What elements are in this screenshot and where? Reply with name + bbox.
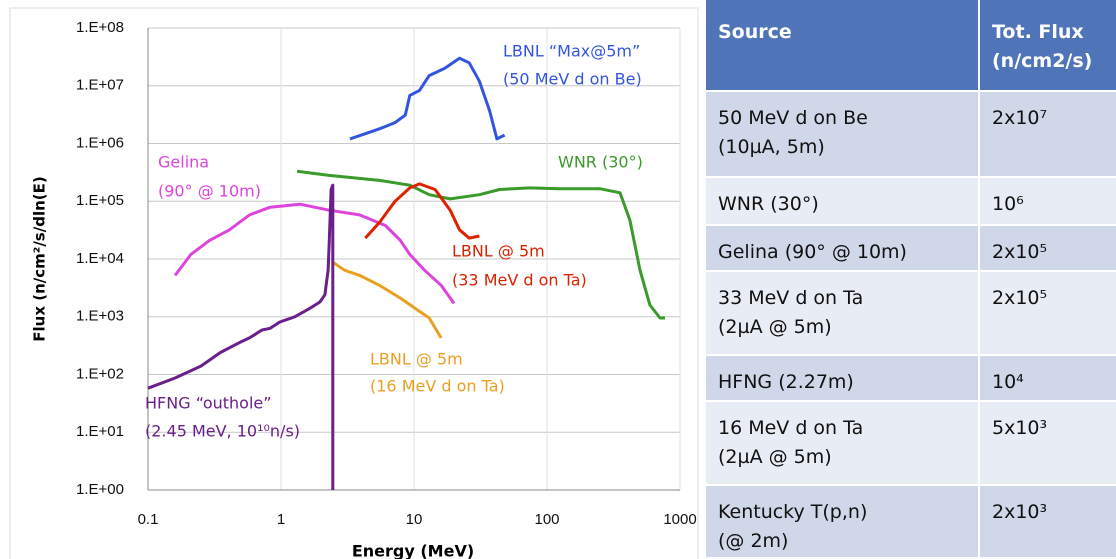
table-row: Gelina (90° @ 10m) 2x10⁵ [706, 226, 1116, 272]
annotation: WNR (30°) [558, 153, 643, 172]
annotation: LBNL @ 5m [370, 350, 463, 369]
annotation: (33 MeV d on Ta) [452, 271, 587, 290]
y-tick-label: 1.E+06 [76, 134, 124, 151]
series-line [332, 260, 443, 339]
table-cell: 10⁶ [992, 193, 1024, 215]
y-tick-label: 1.E+04 [76, 250, 124, 267]
annotation: (90° @ 10m) [158, 182, 261, 201]
table-row: HFNG (2.27m) 10⁴ [706, 356, 1116, 402]
series-line [349, 56, 506, 141]
series-line [364, 182, 480, 240]
header-cell: Tot. Flux (n/cm2/s) [992, 21, 1093, 72]
annotation: Gelina [158, 153, 209, 172]
y-tick-label: 1.E+07 [76, 77, 124, 94]
annotation: (50 MeV d on Be) [503, 70, 642, 89]
y-axis-label: Flux (n/cm²/s/dln(E) [31, 176, 49, 341]
table-cell: 10⁴ [992, 371, 1024, 393]
series-line [147, 183, 335, 490]
y-tick-label: 1.E+08 [76, 19, 124, 36]
header-cell: Source [706, 0, 980, 90]
y-tick-label: 1.E+03 [76, 308, 124, 325]
table-cell: 33 MeV d on Ta (2µA @ 5m) [706, 272, 980, 354]
table-cell: HFNG (2.27m) [706, 356, 980, 400]
table-cell: Kentucky T(p,n) (@ 2m) [706, 486, 980, 557]
table-cell: 50 MeV d on Be (10µA, 5m) [706, 92, 980, 176]
x-tick-label: 10 [406, 511, 423, 528]
series-line [296, 169, 665, 320]
table-row: 50 MeV d on Be (10µA, 5m) 2x10⁷ [706, 92, 1116, 178]
y-tick-label: 1.E+00 [76, 481, 124, 498]
table-cell: 2x10⁵ [992, 241, 1048, 263]
annotation: LBNL “Max@5m” [503, 42, 640, 61]
table-cell: 16 MeV d on Ta (2µA @ 5m) [706, 402, 980, 484]
x-tick-label: 100 [534, 511, 559, 528]
table-header: Source Tot. Flux (n/cm2/s) [706, 0, 1116, 92]
x-tick-label: 1000 [663, 511, 696, 528]
y-tick-label: 1.E+01 [76, 423, 124, 440]
table-cell: WNR (30°) [706, 178, 980, 224]
table-cell: 2x10³ [992, 501, 1048, 523]
annotation: LBNL @ 5m [452, 242, 545, 261]
annotation: (16 MeV d on Ta) [370, 377, 505, 396]
annotation: HFNG “outhole” [145, 394, 272, 413]
y-tick-label: 1.E+02 [76, 365, 124, 382]
x-axis-label: Energy (MeV) [352, 542, 474, 559]
annotation: (2.45 MeV, 10¹⁰n/s) [145, 422, 300, 441]
table-cell: 2x10⁷ [992, 107, 1048, 129]
x-tick-label: 1 [277, 511, 285, 528]
flux-table: Source Tot. Flux (n/cm2/s) 50 MeV d on Be … [706, 0, 1116, 559]
table-cell: 5x10³ [992, 417, 1048, 439]
table-row: Kentucky T(p,n) (@ 2m) 2x10³ [706, 486, 1116, 559]
table-row: 33 MeV d on Ta (2µA @ 5m) 2x10⁵ [706, 272, 1116, 356]
chart: Energy (MeV) Flux (n/cm²/s/dln(E) 1.E+00… [9, 7, 699, 559]
x-tick-label: 0.1 [138, 511, 159, 528]
y-tick-label: 1.E+05 [76, 192, 124, 209]
table-cell: Gelina (90° @ 10m) [706, 226, 980, 270]
table-cell: 2x10⁵ [992, 287, 1048, 309]
table-row: 16 MeV d on Ta (2µA @ 5m) 5x10³ [706, 402, 1116, 486]
table-row: WNR (30°) 10⁶ [706, 178, 1116, 226]
